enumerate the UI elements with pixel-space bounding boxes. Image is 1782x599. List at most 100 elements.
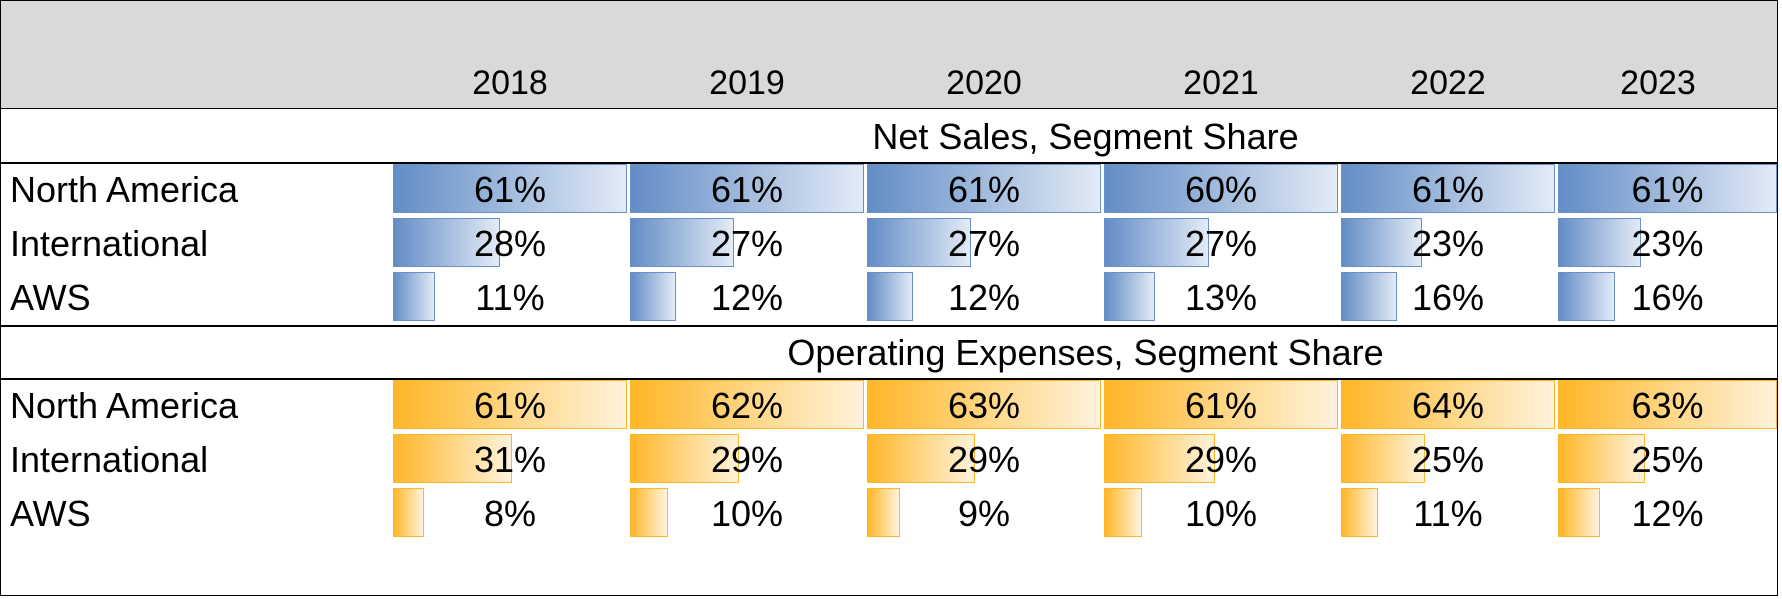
data-cell: 63%: [867, 380, 1101, 431]
data-cell: 61%: [1558, 164, 1777, 215]
data-cell: 29%: [867, 434, 1101, 485]
data-bar: [867, 164, 1101, 213]
data-cell: 11%: [1341, 488, 1555, 539]
data-cell: 62%: [630, 380, 864, 431]
data-value-label: 16%: [1631, 277, 1704, 318]
data-bar: [1558, 164, 1777, 213]
data-cell: 9%: [867, 488, 1101, 539]
data-cell: 27%: [630, 218, 864, 269]
data-bar: [1341, 218, 1422, 267]
data-bar: [1341, 272, 1397, 321]
section-title-divider: [0, 162, 1778, 164]
data-cell: 10%: [630, 488, 864, 539]
data-value-label: 10%: [1184, 493, 1258, 534]
data-cell: 13%: [1104, 272, 1338, 323]
data-bar: [1558, 218, 1641, 267]
data-cell: 11%: [393, 272, 627, 323]
data-value-label: 62%: [710, 385, 784, 426]
data-cell: 28%: [393, 218, 627, 269]
data-cell: 60%: [1104, 164, 1338, 215]
data-cell: 23%: [1558, 218, 1777, 269]
data-cell: 27%: [867, 218, 1101, 269]
data-value-label: 61%: [710, 169, 784, 210]
data-cell: 61%: [393, 164, 627, 215]
data-bar: [867, 434, 975, 483]
data-value-label: 61%: [1411, 169, 1485, 210]
data-value-label: 63%: [947, 385, 1021, 426]
data-bar: [630, 380, 864, 429]
data-bar: [1341, 434, 1425, 483]
data-bar: [393, 272, 435, 321]
data-bar: [867, 488, 900, 537]
data-bar: [867, 380, 1101, 429]
data-bar: [1558, 434, 1645, 483]
data-value-label: 12%: [947, 277, 1021, 318]
data-cell: 61%: [630, 164, 864, 215]
data-bar: [1104, 164, 1338, 213]
data-value-label: 12%: [710, 277, 784, 318]
data-value-label: 27%: [1184, 223, 1258, 264]
year-label: 2021: [1183, 64, 1259, 102]
data-value-label: 63%: [1631, 385, 1704, 426]
data-cell: 64%: [1341, 380, 1555, 431]
data-bar: [630, 218, 734, 267]
data-bar: [393, 434, 512, 483]
segment-label: International: [10, 439, 209, 480]
data-value-label: 11%: [475, 277, 545, 318]
data-cell: 12%: [1558, 488, 1777, 539]
data-cell: 31%: [393, 434, 627, 485]
data-value-label: 11%: [1413, 493, 1483, 534]
data-cell: 63%: [1558, 380, 1777, 431]
data-bar: [1341, 164, 1555, 213]
data-cell: 10%: [1104, 488, 1338, 539]
section-title-divider: [0, 378, 1778, 380]
data-value-label: 9%: [957, 493, 1011, 534]
segment-label: North America: [10, 169, 239, 210]
section-title: Net Sales, Segment Share: [872, 116, 1299, 157]
data-value-label: 12%: [1631, 493, 1704, 534]
year-label: 2022: [1410, 64, 1486, 102]
data-value-label: 23%: [1411, 223, 1485, 264]
data-bar: [1558, 488, 1600, 537]
data-bar: [1104, 488, 1142, 537]
data-cell: 12%: [630, 272, 864, 323]
data-value-label: 61%: [947, 169, 1021, 210]
data-value-label: 23%: [1631, 223, 1704, 264]
data-cell: 61%: [1104, 380, 1338, 431]
data-cell: 29%: [1104, 434, 1338, 485]
data-value-label: 61%: [473, 169, 547, 210]
data-bar: [1104, 434, 1215, 483]
data-bar: [393, 488, 424, 537]
data-cell: 23%: [1341, 218, 1555, 269]
data-bar: [1104, 272, 1155, 321]
data-cell: 61%: [867, 164, 1101, 215]
data-bar: [630, 272, 676, 321]
data-bar: [867, 272, 913, 321]
data-cell: 16%: [1341, 272, 1555, 323]
data-cell: 27%: [1104, 218, 1338, 269]
data-bar: [867, 218, 971, 267]
section-title: Operating Expenses, Segment Share: [787, 332, 1384, 373]
data-value-label: 27%: [710, 223, 784, 264]
year-label: 2023: [1620, 64, 1696, 102]
data-value-label: 60%: [1184, 169, 1258, 210]
data-cell: 12%: [867, 272, 1101, 323]
data-bar: [1558, 272, 1615, 321]
segment-label: International: [10, 223, 209, 264]
segment-label: North America: [10, 385, 239, 426]
data-value-label: 31%: [473, 439, 547, 480]
data-bar: [1341, 488, 1378, 537]
year-header-row: [0, 0, 1778, 109]
data-bar: [630, 488, 668, 537]
section-divider: [0, 325, 1778, 327]
data-bar: [393, 164, 627, 213]
data-cell: 25%: [1558, 434, 1777, 485]
segment-label: AWS: [10, 493, 91, 534]
data-bar: [393, 380, 627, 429]
data-bar: [1104, 218, 1209, 267]
data-cell: 61%: [1341, 164, 1555, 215]
data-bar: [1104, 380, 1338, 429]
data-value-label: 64%: [1411, 385, 1485, 426]
data-cell: 61%: [393, 380, 627, 431]
data-value-label: 28%: [473, 223, 547, 264]
